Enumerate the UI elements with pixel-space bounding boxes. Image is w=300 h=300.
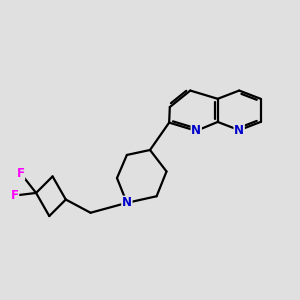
Text: N: N <box>234 124 244 137</box>
Text: F: F <box>11 189 19 202</box>
Text: F: F <box>16 167 25 180</box>
Text: N: N <box>191 124 201 137</box>
Text: N: N <box>122 196 132 209</box>
